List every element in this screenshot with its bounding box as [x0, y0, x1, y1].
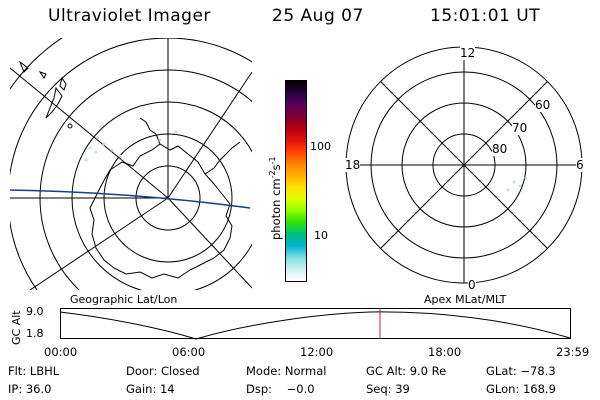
seq-info: Seq: 39 [366, 382, 410, 396]
mlt-label-dawn: 6 [576, 158, 584, 172]
island-coastline [38, 71, 47, 79]
mode-info: Mode: Normal [246, 364, 327, 378]
colorbar-unit-exp1: -2 [268, 170, 277, 179]
instrument-title: Ultraviolet Imager [48, 6, 211, 26]
altitude-xtick: 23:59 [556, 345, 590, 359]
meridian-line [167, 197, 252, 289]
glat-info: GLat: −78.3 [486, 364, 556, 378]
antarctica-coastline [89, 143, 233, 279]
altitude-xtick: 12:00 [300, 345, 334, 359]
colorbar-axis-label: photon cm-2s-1 [268, 156, 283, 240]
colorbar-unit-exp2: -1 [268, 156, 277, 165]
time-label: 15:01:01 UT [430, 6, 541, 26]
meridian-line [167, 71, 252, 199]
gain-info: Gain: 14 [126, 382, 175, 396]
dsp-info: Dsp: −0.0 [246, 382, 315, 396]
mlat-label: 70 [512, 121, 528, 135]
meridian-line [10, 67, 169, 199]
aurora-speckles [506, 176, 528, 192]
new-zealand-coastline [45, 86, 63, 119]
gc-alt-info: GC Alt: 9.0 Re [366, 364, 447, 378]
altitude-curve [60, 311, 571, 340]
peninsula-coastline [204, 141, 241, 175]
altitude-ytick: 1.8 [26, 327, 44, 340]
altitude-ylabel-text: GC Alt [10, 310, 23, 345]
meridian-line [29, 197, 169, 290]
mlat-label: 80 [492, 142, 508, 156]
mlt-label-midnight: 0 [468, 278, 476, 292]
island-coastline [67, 123, 73, 129]
terminator-line [9, 189, 251, 209]
mlat-label: 60 [535, 98, 551, 112]
altitude-xtick: 00:00 [44, 345, 78, 359]
colorbar-unit-photon: photon cm [268, 178, 283, 240]
magnetic-map [345, 46, 583, 284]
altitude-plot-frame [60, 308, 571, 339]
island-coastline [18, 60, 29, 73]
door-info: Door: Closed [126, 364, 200, 378]
date-label: 25 Aug 07 [272, 6, 364, 26]
colorbar [285, 80, 307, 282]
filter-info: Flt: LBHL [8, 364, 60, 378]
left-map-caption: Geographic Lat/Lon [70, 293, 178, 306]
new-zealand-coastline [59, 76, 67, 91]
altitude-plot [60, 308, 571, 340]
altitude-xtick: 06:00 [172, 345, 206, 359]
altitude-ytick: 9.0 [26, 305, 44, 318]
colorbar-tick-label: 100 [310, 140, 331, 153]
ice-shelf-coastline [139, 117, 161, 145]
mlt-label-noon: 12 [460, 46, 476, 60]
glon-info: GLon: 168.9 [486, 382, 556, 396]
colorbar-gradient [286, 81, 306, 281]
right-map-caption: Apex MLat/MLT [424, 293, 507, 306]
mlt-label-dusk: 18 [345, 158, 361, 172]
ip-info: IP: 36.0 [8, 382, 52, 396]
aurora-speckles [84, 130, 178, 162]
colorbar-unit-s: s [268, 164, 283, 171]
geographic-map [9, 38, 252, 290]
altitude-ylabel: GC Alt [10, 310, 23, 345]
altitude-xtick: 18:00 [428, 345, 462, 359]
mlt-meridian [380, 81, 548, 249]
colorbar-tick-label: 10 [314, 229, 328, 242]
